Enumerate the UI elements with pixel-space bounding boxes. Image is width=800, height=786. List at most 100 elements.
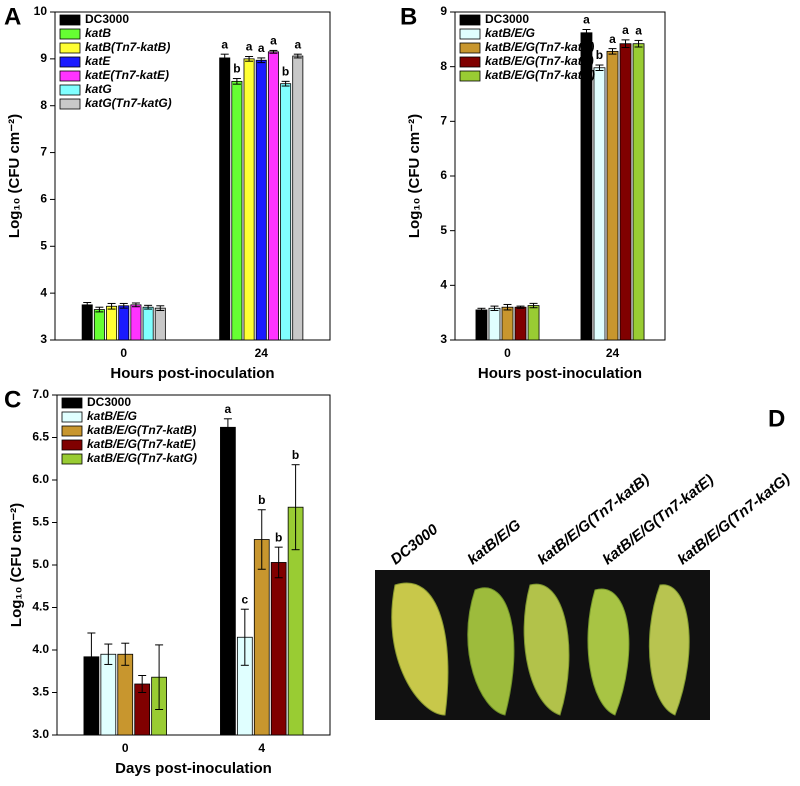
legend-swatch bbox=[459, 14, 481, 26]
x-tick-label: 24 bbox=[255, 346, 269, 360]
panel-letter: B bbox=[400, 3, 417, 30]
legend-label: katB/E/G(Tn7-katE) bbox=[485, 54, 594, 68]
y-tick-label: 9 bbox=[40, 51, 47, 65]
legend-swatch bbox=[59, 84, 81, 96]
significance-letter: a bbox=[258, 41, 265, 55]
significance-letter: a bbox=[609, 32, 616, 46]
legend-label: katB(Tn7-katB) bbox=[85, 40, 170, 54]
y-axis-title: Log₁₀ (CFU cm⁻²) bbox=[8, 503, 25, 627]
bar bbox=[292, 55, 304, 341]
legend-swatch bbox=[59, 28, 81, 40]
y-tick-label: 4.5 bbox=[32, 600, 49, 614]
bar bbox=[593, 67, 606, 341]
leaf-label: katB/E/G bbox=[464, 516, 524, 568]
y-tick-label: 4.0 bbox=[32, 642, 49, 656]
y-tick-label: 10 bbox=[34, 4, 48, 18]
y-tick-label: 9 bbox=[440, 4, 447, 18]
bar bbox=[231, 80, 243, 341]
significance-letter: a bbox=[294, 37, 301, 51]
significance-letter: a bbox=[270, 34, 277, 48]
legend-label: katB/E/G(Tn7-katB) bbox=[87, 423, 196, 437]
legend-label: katB/E/G(Tn7-katG) bbox=[485, 68, 595, 82]
legend-label: katG(Tn7-katG) bbox=[85, 96, 172, 110]
x-tick-label: 24 bbox=[606, 346, 620, 360]
x-tick-label: 0 bbox=[504, 346, 511, 360]
bar bbox=[220, 426, 236, 736]
legend-label: DC3000 bbox=[87, 395, 131, 409]
x-axis-title: Hours post-inoculation bbox=[110, 365, 274, 382]
significance-letter: b bbox=[282, 65, 289, 79]
panel-letter: D bbox=[768, 405, 785, 432]
legend-label: katB/E/G(Tn7-katG) bbox=[87, 451, 197, 465]
y-tick-label: 3 bbox=[40, 332, 47, 346]
x-tick-label: 0 bbox=[122, 741, 129, 755]
y-tick-label: 5 bbox=[440, 223, 447, 237]
bar bbox=[501, 306, 514, 341]
bar bbox=[142, 306, 154, 341]
legend-swatch bbox=[61, 425, 83, 437]
bar bbox=[475, 309, 488, 341]
bar bbox=[118, 305, 130, 341]
bar bbox=[280, 83, 292, 341]
bar bbox=[606, 50, 619, 341]
legend-label: katE bbox=[85, 54, 111, 68]
legend-swatch bbox=[61, 411, 83, 423]
legend-label: DC3000 bbox=[485, 12, 529, 26]
bar bbox=[270, 562, 287, 736]
legend-swatch bbox=[59, 56, 81, 68]
leaf-label: katB/E/G(Tn7-katB) bbox=[534, 471, 652, 569]
legend-swatch bbox=[59, 70, 81, 82]
y-axis-title: Log₁₀ (CFU cm⁻²) bbox=[6, 114, 23, 238]
legend-swatch bbox=[59, 14, 81, 26]
significance-letter: b bbox=[292, 448, 299, 462]
y-tick-label: 3.0 bbox=[32, 727, 49, 741]
y-tick-label: 5.5 bbox=[32, 515, 49, 529]
x-tick-label: 0 bbox=[120, 346, 127, 360]
legend-swatch bbox=[459, 70, 481, 82]
significance-letter: a bbox=[225, 402, 232, 416]
bar bbox=[619, 43, 632, 341]
legend-label: katB/E/G(Tn7-katB) bbox=[485, 40, 594, 54]
significance-letter: a bbox=[635, 24, 642, 38]
bar bbox=[106, 305, 118, 341]
legend-swatch bbox=[459, 28, 481, 40]
y-tick-label: 7 bbox=[40, 145, 47, 159]
y-tick-label: 8 bbox=[40, 98, 47, 112]
bar bbox=[93, 309, 105, 341]
y-tick-label: 6 bbox=[40, 192, 47, 206]
significance-letter: c bbox=[241, 592, 248, 606]
legend-label: katB/E/G bbox=[485, 26, 535, 40]
bar bbox=[514, 306, 527, 341]
significance-letter: a bbox=[622, 23, 629, 37]
legend-swatch bbox=[459, 42, 481, 54]
y-axis-title: Log₁₀ (CFU cm⁻²) bbox=[406, 114, 423, 238]
bar bbox=[527, 305, 540, 341]
panel-letter: C bbox=[4, 386, 21, 413]
bar bbox=[81, 304, 93, 341]
significance-letter: b bbox=[233, 62, 240, 76]
bar bbox=[488, 307, 501, 341]
legend-swatch bbox=[59, 98, 81, 110]
bar bbox=[255, 59, 267, 341]
bar bbox=[267, 51, 279, 341]
y-tick-label: 3.5 bbox=[32, 685, 49, 699]
bar bbox=[243, 58, 255, 341]
y-tick-label: 8 bbox=[440, 59, 447, 73]
legend-label: DC3000 bbox=[85, 12, 129, 26]
bar bbox=[130, 304, 142, 341]
x-tick-label: 4 bbox=[258, 741, 265, 755]
legend-label: katB bbox=[85, 26, 111, 40]
significance-letter: a bbox=[583, 13, 590, 27]
y-tick-label: 6.0 bbox=[32, 472, 49, 486]
y-tick-label: 3 bbox=[440, 332, 447, 346]
legend-label: katE(Tn7-katE) bbox=[85, 68, 169, 82]
legend-swatch bbox=[459, 56, 481, 68]
x-axis-title: Days post-inoculation bbox=[115, 760, 272, 777]
panel-letter: A bbox=[4, 3, 21, 30]
bar bbox=[154, 307, 166, 341]
y-tick-label: 7 bbox=[440, 114, 447, 128]
legend-swatch bbox=[61, 453, 83, 465]
significance-letter: a bbox=[246, 40, 253, 54]
plot-frame bbox=[54, 11, 331, 341]
